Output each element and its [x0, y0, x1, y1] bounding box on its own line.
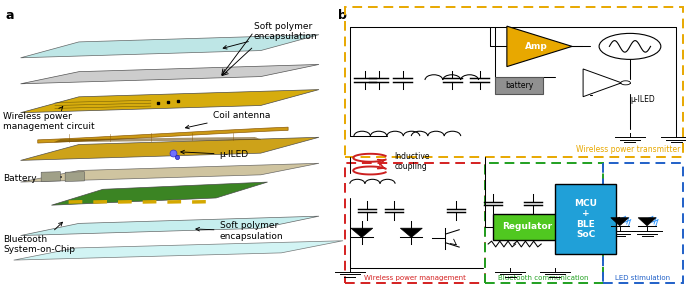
Polygon shape — [192, 200, 206, 204]
Polygon shape — [14, 241, 343, 260]
Text: Soft polymer
encapsulation: Soft polymer encapsulation — [196, 221, 283, 241]
FancyBboxPatch shape — [495, 77, 543, 94]
Polygon shape — [51, 182, 268, 205]
Text: μ-ILED: μ-ILED — [630, 95, 655, 104]
Text: LED stimulation: LED stimulation — [615, 275, 670, 281]
Polygon shape — [351, 228, 372, 238]
Polygon shape — [21, 64, 319, 84]
Polygon shape — [143, 200, 156, 204]
Text: Bluetooth
System-on-Chip: Bluetooth System-on-Chip — [3, 222, 75, 254]
FancyBboxPatch shape — [493, 214, 562, 240]
Polygon shape — [583, 69, 622, 97]
Bar — [485, 163, 602, 283]
Bar — [344, 7, 683, 157]
Polygon shape — [21, 90, 319, 113]
Bar — [344, 163, 485, 283]
Polygon shape — [611, 218, 628, 226]
Text: b: b — [338, 9, 347, 22]
Text: Regulator: Regulator — [502, 222, 552, 231]
Polygon shape — [167, 200, 181, 204]
Text: battery: battery — [505, 81, 533, 90]
Polygon shape — [401, 228, 423, 238]
Text: Soft polymer
encapsulation: Soft polymer encapsulation — [223, 22, 318, 49]
Circle shape — [599, 34, 661, 60]
Polygon shape — [21, 35, 319, 58]
Polygon shape — [38, 127, 288, 143]
Polygon shape — [638, 218, 656, 226]
Text: μ-ILED: μ-ILED — [181, 150, 248, 159]
Polygon shape — [69, 200, 82, 204]
Polygon shape — [21, 216, 319, 236]
Text: Wireless power
management circuit: Wireless power management circuit — [3, 107, 95, 131]
Polygon shape — [65, 172, 84, 181]
Polygon shape — [41, 172, 60, 181]
FancyBboxPatch shape — [556, 184, 616, 254]
Bar — [602, 163, 683, 283]
Polygon shape — [507, 26, 572, 66]
Text: a: a — [5, 9, 14, 22]
Text: Bluetooth communication: Bluetooth communication — [499, 275, 589, 281]
Text: MCU
+
BLE
SoC: MCU + BLE SoC — [574, 199, 598, 239]
Text: Amp: Amp — [525, 42, 547, 51]
Polygon shape — [118, 200, 132, 204]
Text: Wireless power transmitter: Wireless power transmitter — [576, 145, 681, 154]
Text: Battery: Battery — [3, 174, 61, 183]
Polygon shape — [21, 163, 319, 182]
Polygon shape — [93, 200, 107, 204]
Text: Inductive
coupling: Inductive coupling — [394, 151, 430, 171]
Circle shape — [621, 81, 630, 85]
Text: Wireless power management: Wireless power management — [364, 275, 466, 281]
Text: Coil antenna: Coil antenna — [185, 111, 270, 129]
Polygon shape — [21, 137, 319, 160]
